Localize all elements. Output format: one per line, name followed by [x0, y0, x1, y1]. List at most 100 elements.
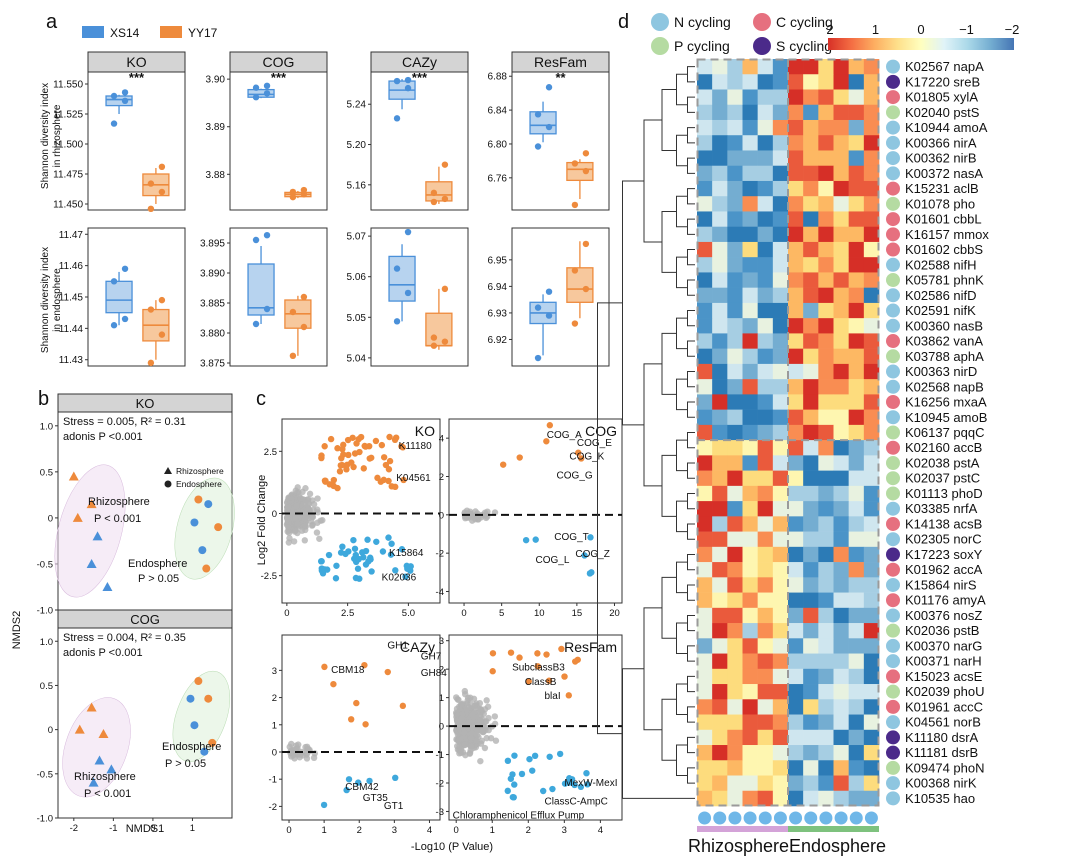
heatmap-cell	[697, 74, 713, 90]
down-point	[392, 567, 399, 574]
heatmap-cell	[863, 699, 880, 715]
gene-label: K02039 phoU	[905, 684, 985, 699]
point-label: blaI	[545, 691, 561, 702]
down-point	[511, 752, 518, 759]
heatmap-cell	[833, 272, 849, 288]
point-label: GH1	[387, 641, 408, 652]
heatmap-cell	[848, 363, 865, 380]
down-point	[325, 551, 333, 559]
heatmap-cell	[697, 119, 713, 136]
legend-triangle-icon	[164, 467, 172, 474]
heatmap-cell	[757, 424, 774, 441]
heatmap-cell	[848, 653, 865, 670]
legend-swatch	[82, 26, 104, 38]
heatmap-cell	[848, 104, 865, 121]
heatmap-cell	[818, 485, 834, 502]
heatmap-cell	[772, 196, 789, 212]
dendrogram-branch	[661, 576, 677, 639]
heatmap-cell	[757, 272, 774, 288]
heatmap-cell	[757, 59, 774, 75]
data-point	[252, 94, 260, 101]
heatmap-cell	[742, 516, 758, 532]
heatmap-cell	[863, 74, 880, 90]
ns-point	[314, 495, 321, 502]
ns-point	[291, 755, 298, 762]
heatmap-cell	[697, 516, 713, 532]
heatmap-cell	[772, 165, 789, 182]
gene-cycle-dot	[886, 654, 900, 669]
heatmap-cell	[742, 241, 758, 258]
color-scale-bar	[828, 38, 1014, 50]
group-label: Rhizosphere	[88, 496, 150, 508]
heatmap-cell	[803, 653, 819, 670]
ns-point	[301, 537, 308, 544]
heatmap-cell	[848, 546, 865, 563]
group-ellipse	[172, 670, 231, 762]
heatmap-cell	[848, 684, 865, 700]
heatmap-cell	[803, 409, 819, 426]
heatmap-cell	[848, 409, 865, 426]
heatmap-cell	[697, 455, 713, 471]
heatmap-cell	[833, 501, 849, 517]
heatmap-cell	[712, 440, 728, 456]
heatmap-cell	[833, 424, 849, 441]
ns-point	[477, 757, 484, 765]
dendrogram-branch	[687, 157, 695, 174]
up-point	[385, 466, 393, 473]
heatmap-cell	[803, 592, 819, 609]
gene-label: K00371 narH	[905, 654, 982, 669]
heatmap-cell	[742, 226, 758, 243]
y-tick-label: -1.0	[37, 814, 53, 825]
scale-tick-label: 2	[826, 22, 833, 37]
heatmap-cell	[742, 104, 758, 121]
data-point	[571, 320, 579, 327]
gene-label: K01602 cbbS	[905, 242, 983, 257]
heatmap-cell	[833, 180, 849, 197]
box-iqr	[105, 95, 133, 107]
heatmap-cell	[863, 638, 880, 654]
heatmap-cell	[772, 135, 789, 151]
ns-point	[310, 754, 318, 762]
heatmap-cell	[788, 165, 804, 182]
heatmap-cells	[697, 59, 880, 807]
heatmap-cell	[757, 165, 774, 182]
ns-point	[302, 485, 309, 492]
gene-cycle-dot	[886, 288, 900, 303]
point-label: K04561	[396, 473, 431, 484]
heatmap-cell	[848, 729, 865, 746]
heatmap-cell	[757, 485, 774, 502]
heatmap-cell	[712, 89, 728, 106]
heatmap-cell	[788, 363, 804, 380]
heatmap-cell	[803, 363, 819, 380]
heatmap-cell	[818, 119, 834, 136]
point-label: ClassB	[525, 677, 557, 688]
heatmap-cell	[848, 775, 865, 792]
heatmap-cell	[727, 150, 743, 167]
ns-point	[467, 734, 475, 741]
heatmap-cell	[727, 424, 743, 441]
heatmap-cell	[697, 684, 713, 700]
heatmap-cell	[803, 760, 819, 776]
y-tick-label: 3.875	[200, 359, 225, 370]
ns-point	[483, 718, 490, 725]
down-point	[350, 536, 357, 544]
x-tick-label: 0	[286, 825, 291, 836]
heatmap-cell	[818, 272, 834, 288]
down-point	[584, 781, 591, 788]
adonis-text: adonis P <0.001	[63, 647, 143, 659]
heatmap-cell	[727, 714, 743, 731]
heatmap-cell	[803, 59, 819, 75]
heatmap-cell	[833, 119, 849, 136]
gene-cycle-dot	[886, 318, 900, 333]
y-tick-label: -4	[436, 587, 444, 598]
heatmap-cell	[803, 180, 819, 197]
point-label: COG_A	[547, 430, 582, 441]
heatmap-cell	[712, 790, 728, 807]
cycle-legend-label: C cycling	[776, 14, 833, 30]
heatmap-cell	[757, 104, 774, 121]
significance: ***	[129, 70, 145, 85]
heatmap-cell	[848, 424, 865, 441]
heatmap-cell	[848, 379, 865, 395]
y-tick-label: 11.46	[59, 261, 84, 272]
heatmap-cell	[772, 440, 789, 456]
